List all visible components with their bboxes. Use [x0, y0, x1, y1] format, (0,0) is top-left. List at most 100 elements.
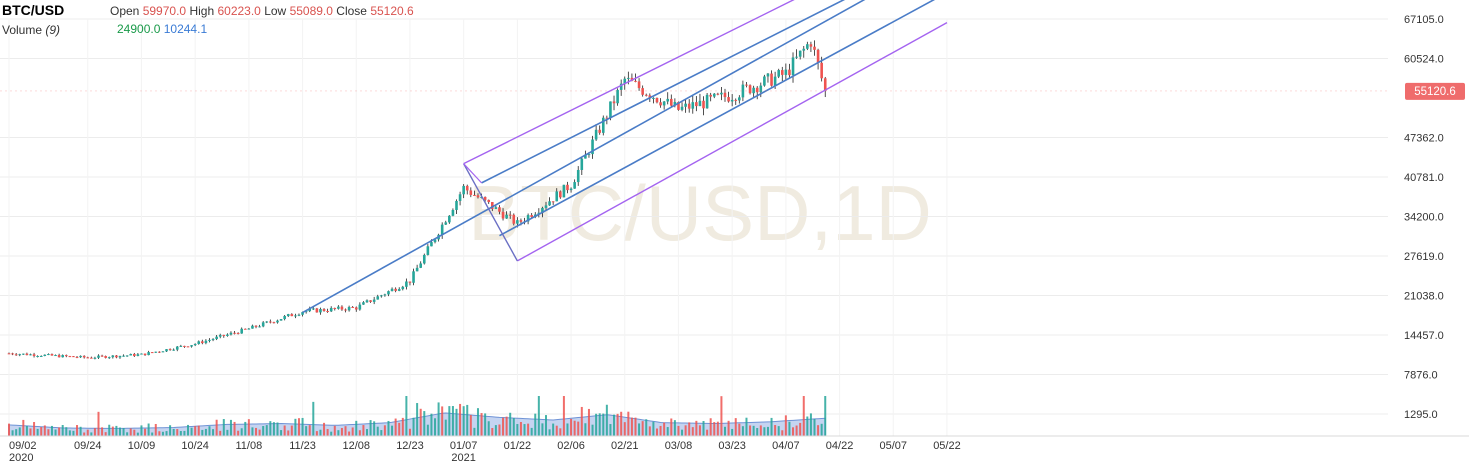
candle-body[interactable]	[605, 117, 609, 119]
candle-body[interactable]	[516, 220, 519, 224]
candle-body[interactable]	[541, 207, 544, 213]
candle-body[interactable]	[304, 311, 308, 313]
candle-body[interactable]	[168, 349, 172, 351]
channel-lower-line[interactable]	[517, 22, 948, 262]
candle-body[interactable]	[730, 99, 734, 102]
candle-body[interactable]	[473, 194, 476, 196]
candle-body[interactable]	[555, 191, 559, 202]
candle-body[interactable]	[813, 46, 816, 50]
candle-body[interactable]	[723, 92, 727, 98]
candle-body[interactable]	[390, 288, 394, 292]
candle-body[interactable]	[494, 207, 498, 209]
candle-body[interactable]	[29, 354, 32, 356]
candle-body[interactable]	[64, 355, 68, 357]
candle-body[interactable]	[598, 129, 601, 133]
candle-body[interactable]	[365, 300, 369, 303]
candle-body[interactable]	[712, 93, 716, 97]
candle-body[interactable]	[240, 328, 243, 334]
last-price-badge[interactable]	[1405, 82, 1465, 100]
candle-body[interactable]	[422, 254, 426, 264]
candle-body[interactable]	[201, 341, 204, 344]
candle-body[interactable]	[419, 263, 422, 268]
candle-body[interactable]	[695, 102, 698, 107]
candle-body[interactable]	[584, 154, 587, 159]
candle-body[interactable]	[43, 354, 47, 356]
candle-body[interactable]	[609, 101, 612, 119]
candle-body[interactable]	[315, 308, 319, 313]
candle-body[interactable]	[501, 211, 505, 219]
candle-body[interactable]	[204, 340, 208, 344]
candle-body[interactable]	[405, 281, 408, 287]
candle-body[interactable]	[591, 139, 594, 155]
candle-body[interactable]	[770, 73, 773, 86]
candle-body[interactable]	[294, 315, 297, 317]
candle-body[interactable]	[383, 294, 387, 296]
candle-body[interactable]	[594, 129, 598, 140]
candle-body[interactable]	[347, 306, 351, 311]
candle-body[interactable]	[147, 352, 150, 356]
candle-body[interactable]	[54, 355, 57, 357]
candle-body[interactable]	[312, 308, 315, 310]
candle-body[interactable]	[197, 341, 201, 344]
candle-body[interactable]	[394, 288, 397, 291]
candle-body[interactable]	[229, 332, 233, 335]
candle-body[interactable]	[122, 355, 125, 357]
candle-body[interactable]	[587, 154, 591, 156]
candle-body[interactable]	[784, 69, 788, 75]
candle-body[interactable]	[25, 353, 29, 356]
candle-body[interactable]	[612, 101, 616, 104]
candle-body[interactable]	[634, 80, 637, 82]
candle-body[interactable]	[687, 103, 691, 109]
candle-body[interactable]	[648, 95, 652, 99]
channel-pivot-line[interactable]	[463, 163, 518, 262]
candle-body[interactable]	[358, 304, 362, 310]
candle-body[interactable]	[79, 355, 82, 358]
candle-body[interactable]	[759, 85, 763, 93]
candle-body[interactable]	[211, 339, 215, 341]
candle-body[interactable]	[154, 351, 158, 353]
candle-body[interactable]	[86, 357, 90, 359]
candle-body[interactable]	[179, 345, 183, 347]
candle-body[interactable]	[530, 215, 533, 218]
candle-body[interactable]	[433, 239, 437, 243]
candle-body[interactable]	[61, 355, 64, 358]
candle-body[interactable]	[14, 354, 18, 356]
candle-body[interactable]	[462, 185, 465, 195]
candle-body[interactable]	[251, 325, 254, 329]
channel-median-line[interactable]	[302, 0, 947, 314]
candle-body[interactable]	[741, 84, 745, 98]
candle-body[interactable]	[440, 224, 444, 235]
candle-body[interactable]	[451, 209, 455, 216]
candle-body[interactable]	[551, 201, 555, 203]
candle-body[interactable]	[720, 92, 723, 95]
candle-body[interactable]	[115, 355, 118, 358]
candle-body[interactable]	[7, 353, 11, 355]
candle-body[interactable]	[755, 87, 759, 93]
candle-body[interactable]	[526, 215, 530, 222]
candle-body[interactable]	[573, 182, 576, 189]
candle-body[interactable]	[469, 190, 473, 195]
candle-body[interactable]	[301, 312, 304, 315]
candle-body[interactable]	[677, 101, 680, 110]
candle-body[interactable]	[279, 319, 283, 321]
candle-body[interactable]	[802, 48, 806, 51]
candle-body[interactable]	[738, 97, 741, 101]
candle-body[interactable]	[247, 328, 251, 330]
candle-body[interactable]	[143, 353, 147, 356]
candle-body[interactable]	[476, 195, 480, 198]
candle-body[interactable]	[100, 355, 104, 357]
candle-body[interactable]	[734, 99, 738, 101]
candle-body[interactable]	[519, 220, 523, 222]
candle-body[interactable]	[752, 87, 755, 94]
candle-body[interactable]	[666, 98, 670, 102]
candle-body[interactable]	[798, 50, 802, 57]
candle-body[interactable]	[458, 194, 462, 201]
candle-body[interactable]	[161, 351, 165, 353]
candle-body[interactable]	[104, 356, 107, 358]
candle-body[interactable]	[680, 106, 684, 110]
candle-body[interactable]	[448, 215, 451, 223]
candle-body[interactable]	[748, 85, 752, 94]
candle-body[interactable]	[505, 214, 508, 219]
candle-body[interactable]	[705, 94, 709, 109]
